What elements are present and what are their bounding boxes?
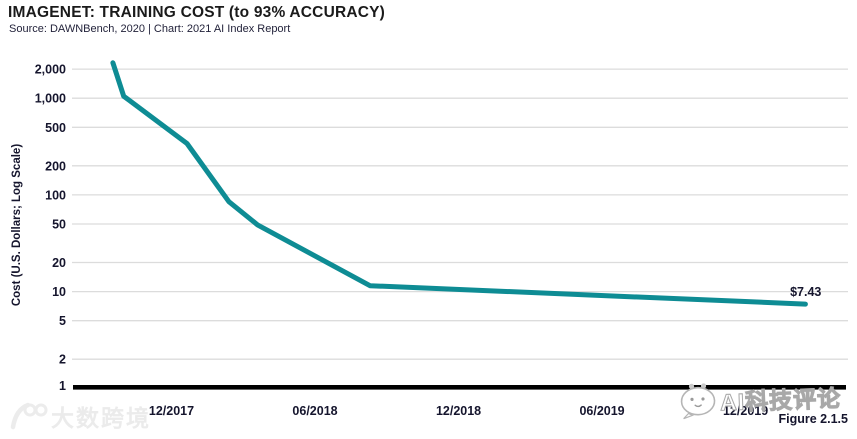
watermark-left-logo-icon: [10, 402, 48, 430]
y-tick-label: 100: [45, 188, 66, 202]
watermark-left: 大数跨境: [4, 399, 151, 433]
watermark-face-icon: [680, 383, 716, 420]
figure-label: Figure 2.1.5: [778, 412, 848, 426]
x-axis-line: [73, 385, 846, 390]
watermark-right-text: AI科技评论: [719, 384, 842, 415]
y-tick-label: 1: [59, 379, 66, 393]
x-tick-label: 06/2019: [579, 404, 624, 418]
y-tick-label: 1,000: [35, 92, 66, 106]
y-tick-label: 500: [45, 121, 66, 135]
y-tick-label: 10: [52, 285, 66, 299]
x-tick-label: 12/2019: [723, 404, 768, 418]
y-tick-label: 2: [59, 353, 66, 367]
y-tick-label: 20: [52, 256, 66, 270]
x-tick-label: 12/2018: [436, 404, 481, 418]
x-tick-label: 06/2018: [292, 404, 337, 418]
y-tick-label: 5: [59, 314, 66, 328]
chart-title: IMAGENET: TRAINING COST (to 93% ACCURACY…: [8, 4, 386, 21]
chart-subtitle: Source: DAWNBench, 2020 | Chart: 2021 AI…: [9, 23, 291, 35]
y-tick-label: 2,000: [35, 63, 66, 77]
cost-line: [110, 60, 808, 307]
watermark-left-text: 大数跨境: [51, 405, 151, 431]
end-value-label: $7.43: [790, 285, 821, 299]
y-tick-label: 200: [45, 159, 66, 173]
watermark-right: AI科技评论: [678, 377, 842, 420]
x-tick-label: 12/2017: [149, 404, 194, 418]
y-tick-label: 50: [52, 218, 66, 232]
